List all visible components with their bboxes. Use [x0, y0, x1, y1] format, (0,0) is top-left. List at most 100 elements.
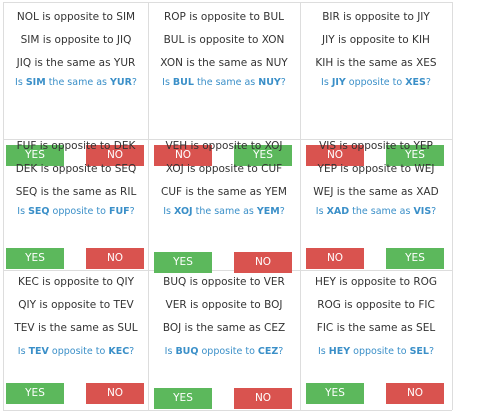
term: BUQ	[175, 346, 199, 357]
statement: ROG is opposite to FIC	[317, 299, 435, 311]
answer-button[interactable]: YES	[6, 145, 64, 166]
statement: VIS is opposite to YEP	[319, 140, 433, 152]
border	[3, 410, 452, 411]
border	[300, 2, 301, 410]
question-text: the same as	[193, 77, 259, 88]
statement: XON is the same as NUY	[160, 57, 288, 69]
question-text: opposite to	[48, 346, 109, 357]
border	[3, 2, 4, 410]
question-text: the same as	[45, 77, 110, 88]
question: Is HEY opposite to SEL?	[300, 345, 452, 359]
term: SEQ	[28, 206, 50, 217]
term: FUF	[108, 206, 130, 217]
statement: FIC is the same as SEL	[316, 322, 436, 334]
statement: DEK is opposite to SEQ	[15, 163, 137, 175]
term: XOJ	[173, 206, 193, 217]
question-text: ?	[129, 346, 135, 357]
term: CEZ	[257, 346, 279, 357]
question-text: Is	[315, 206, 327, 217]
answer-button[interactable]: YES	[234, 145, 292, 166]
answer-button[interactable]: NO	[306, 145, 364, 166]
answer-button[interactable]: YES	[386, 248, 444, 269]
term: TEV	[28, 346, 49, 357]
answer-button[interactable]: YES	[386, 145, 444, 166]
question-text: Is	[163, 206, 174, 217]
answer-button[interactable]: NO	[86, 248, 144, 269]
question-text: Is	[162, 77, 173, 88]
question-text: the same as	[192, 206, 257, 217]
term: XAD	[326, 206, 350, 217]
question: Is XAD the same as VIS?	[300, 205, 452, 219]
term: BUL	[172, 77, 194, 88]
statement: SEQ is the same as RIL	[15, 186, 137, 198]
statement: KEC is opposite to QIY	[17, 276, 135, 288]
term: HEY	[328, 346, 351, 357]
statement: QIY is opposite to TEV	[18, 299, 134, 311]
answer-button[interactable]: NO	[234, 252, 292, 273]
statement: TEV is the same as SUL	[14, 322, 138, 334]
question-text: ?	[278, 346, 284, 357]
question: Is SIM the same as YUR?	[0, 76, 152, 90]
answer-button[interactable]: YES	[6, 248, 64, 269]
answer-button[interactable]: NO	[86, 383, 144, 404]
answer-button[interactable]: NO	[306, 248, 364, 269]
statement: HEY is opposite to ROG	[314, 276, 438, 288]
answer-button[interactable]: NO	[386, 383, 444, 404]
statement: WEJ is the same as XAD	[313, 186, 439, 198]
question-text: Is	[318, 346, 329, 357]
question-text: ?	[131, 77, 137, 88]
question-text: Is	[321, 77, 332, 88]
term: KEC	[108, 346, 130, 357]
statement: ROP is opposite to BUL	[163, 11, 285, 23]
question-text: the same as	[349, 206, 414, 217]
question-text: opposite to	[49, 206, 109, 217]
question-text: opposite to	[198, 346, 258, 357]
answer-button[interactable]: YES	[6, 383, 64, 404]
question-text: ?	[428, 346, 434, 357]
answer-button[interactable]: YES	[154, 252, 212, 273]
question-text: ?	[279, 206, 285, 217]
question: Is JIY opposite to XES?	[300, 76, 452, 90]
term: JIY	[331, 77, 346, 88]
answer-button[interactable]: NO	[86, 145, 144, 166]
border	[452, 2, 453, 410]
border	[148, 2, 149, 410]
question-text: ?	[280, 77, 286, 88]
question-text: Is	[17, 346, 29, 357]
question-text: opposite to	[350, 346, 410, 357]
statement: NOL is opposite to SIM	[16, 11, 136, 23]
statement: JIY is opposite to KIH	[322, 34, 430, 46]
statement: CUF is the same as YEM	[161, 186, 287, 198]
answer-button[interactable]: NO	[234, 388, 292, 409]
question: Is TEV opposite to KEC?	[0, 345, 152, 359]
answer-button[interactable]: YES	[306, 383, 364, 404]
statement: VEH is opposite to XOJ	[165, 140, 283, 152]
answer-button[interactable]: YES	[154, 388, 212, 409]
question: Is BUL the same as NUY?	[148, 76, 300, 90]
term: YUR	[109, 77, 132, 88]
statement: BUL is opposite to XON	[163, 34, 285, 46]
question-text: Is	[15, 77, 26, 88]
border	[3, 2, 452, 3]
statement: BOJ is the same as CEZ	[162, 322, 286, 334]
statement: YEP is opposite to WEJ	[317, 163, 435, 175]
question: Is SEQ opposite to FUF?	[0, 205, 152, 219]
answer-button[interactable]: NO	[154, 145, 212, 166]
statement: FUF is opposite to DEK	[16, 140, 136, 152]
statement: XOJ is opposite to CUF	[165, 163, 283, 175]
term: SIM	[25, 77, 46, 88]
question-text: ?	[129, 206, 135, 217]
term: SEL	[409, 346, 429, 357]
statement: BUQ is opposite to VER	[163, 276, 285, 288]
statement: BIR is opposite to JIY	[322, 11, 430, 23]
statement: SIM is opposite to JIQ	[20, 34, 132, 46]
term: NUY	[258, 77, 281, 88]
question-text: Is	[164, 346, 176, 357]
question-text: ?	[425, 77, 431, 88]
question: Is XOJ the same as YEM?	[148, 205, 300, 219]
term: YEM	[256, 206, 280, 217]
term: XES	[405, 77, 426, 88]
statement: VER is opposite to BOJ	[165, 299, 283, 311]
question-text: ?	[431, 206, 437, 217]
